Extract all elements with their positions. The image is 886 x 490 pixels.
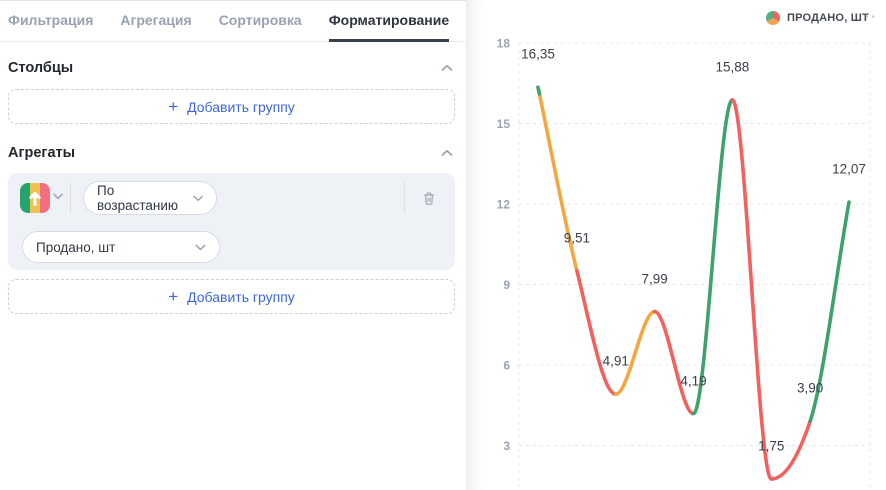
line-segment [536,85,579,273]
data-label: 4,19 [680,373,707,389]
line-segment [769,419,812,481]
plus-icon: + [168,96,179,116]
stripe-green [20,183,30,213]
add-group-button-aggregates[interactable]: + Добавить группу [8,279,455,314]
settings-panel: Фильтрация Агрегация Сортировка Форматир… [0,0,466,314]
tab-formatting[interactable]: Форматирование [328,1,450,42]
tab-bar: Фильтрация Агрегация Сортировка Форматир… [0,1,466,42]
tab-sorting[interactable]: Сортировка [218,12,302,28]
data-label: 12,07 [832,161,866,177]
stripe-red [40,183,50,213]
data-label: 4,91 [602,353,629,369]
line-segment [730,98,774,481]
data-label: 9,51 [563,230,591,246]
aggregates-section-header: Агрегаты [8,145,455,161]
chevron-up-icon [441,149,453,156]
aggregates-collapse-button[interactable] [439,147,455,159]
field-select[interactable]: Продано, шт [22,231,220,263]
y-tick-label: 15 [497,117,511,131]
line-segment [614,309,657,396]
columns-section-header: Столбцы [8,60,455,76]
data-label: 15,88 [715,59,750,75]
divider [70,182,71,214]
chevron-up-icon [441,64,453,71]
add-group-label: Добавить группу [187,288,295,305]
sort-order-value: По возрастанию [97,183,178,213]
data-label: 1,75 [758,438,785,454]
tab-aggregation[interactable]: Агрегация [120,12,192,28]
sort-order-select[interactable]: По возрастанию [83,181,217,215]
y-tick-label: 3 [503,439,510,453]
columns-collapse-button[interactable] [439,62,455,74]
add-group-button-columns[interactable]: + Добавить группу [8,89,455,124]
chart-panel: ПРОДАНО, ШТ ·· 18 15 12 9 6 3 16,35 9,51 4,91 7,… [466,0,886,490]
divider [404,182,405,214]
tab-filtering[interactable]: Фильтрация [8,12,94,28]
legend-label: ПРОДАНО, ШТ [787,12,869,24]
line-segment [808,200,851,424]
columns-section-title: Столбцы [8,60,74,76]
chart-plot-svg: 18 15 12 9 6 3 [497,37,871,490]
chevron-down-icon [195,244,206,250]
line-segment [691,98,735,416]
chevron-down-icon [193,195,203,201]
data-label: 16,35 [521,46,555,62]
delete-aggregate-button[interactable] [415,184,443,212]
legend-pie-icon [766,11,780,25]
chart-legend: ПРОДАНО, ШТ ·· [467,8,876,28]
line-segment [575,269,618,396]
aggregates-section-title: Агрегаты [8,145,76,161]
data-label: 7,99 [641,271,668,287]
line-segment [652,309,696,416]
chevron-down-icon[interactable] [53,193,63,200]
aggregate-rule-card: По возрастанию Продано, шт [8,173,455,270]
arrow-up-icon [29,191,41,206]
legend-menu-icon[interactable]: ·· [865,9,878,24]
trash-icon [424,191,434,205]
field-value: Продано, шт [36,239,116,255]
line-start-cap [536,85,542,96]
y-tick-label: 6 [503,358,510,372]
y-tick-label: 12 [497,197,511,211]
sort-ascending-color-icon[interactable] [20,183,50,213]
y-tick-label: 18 [497,37,511,51]
data-label: 3,90 [796,380,824,396]
y-tick-label: 9 [503,278,510,292]
add-group-label: Добавить группу [187,98,295,115]
plus-icon: + [168,286,179,306]
